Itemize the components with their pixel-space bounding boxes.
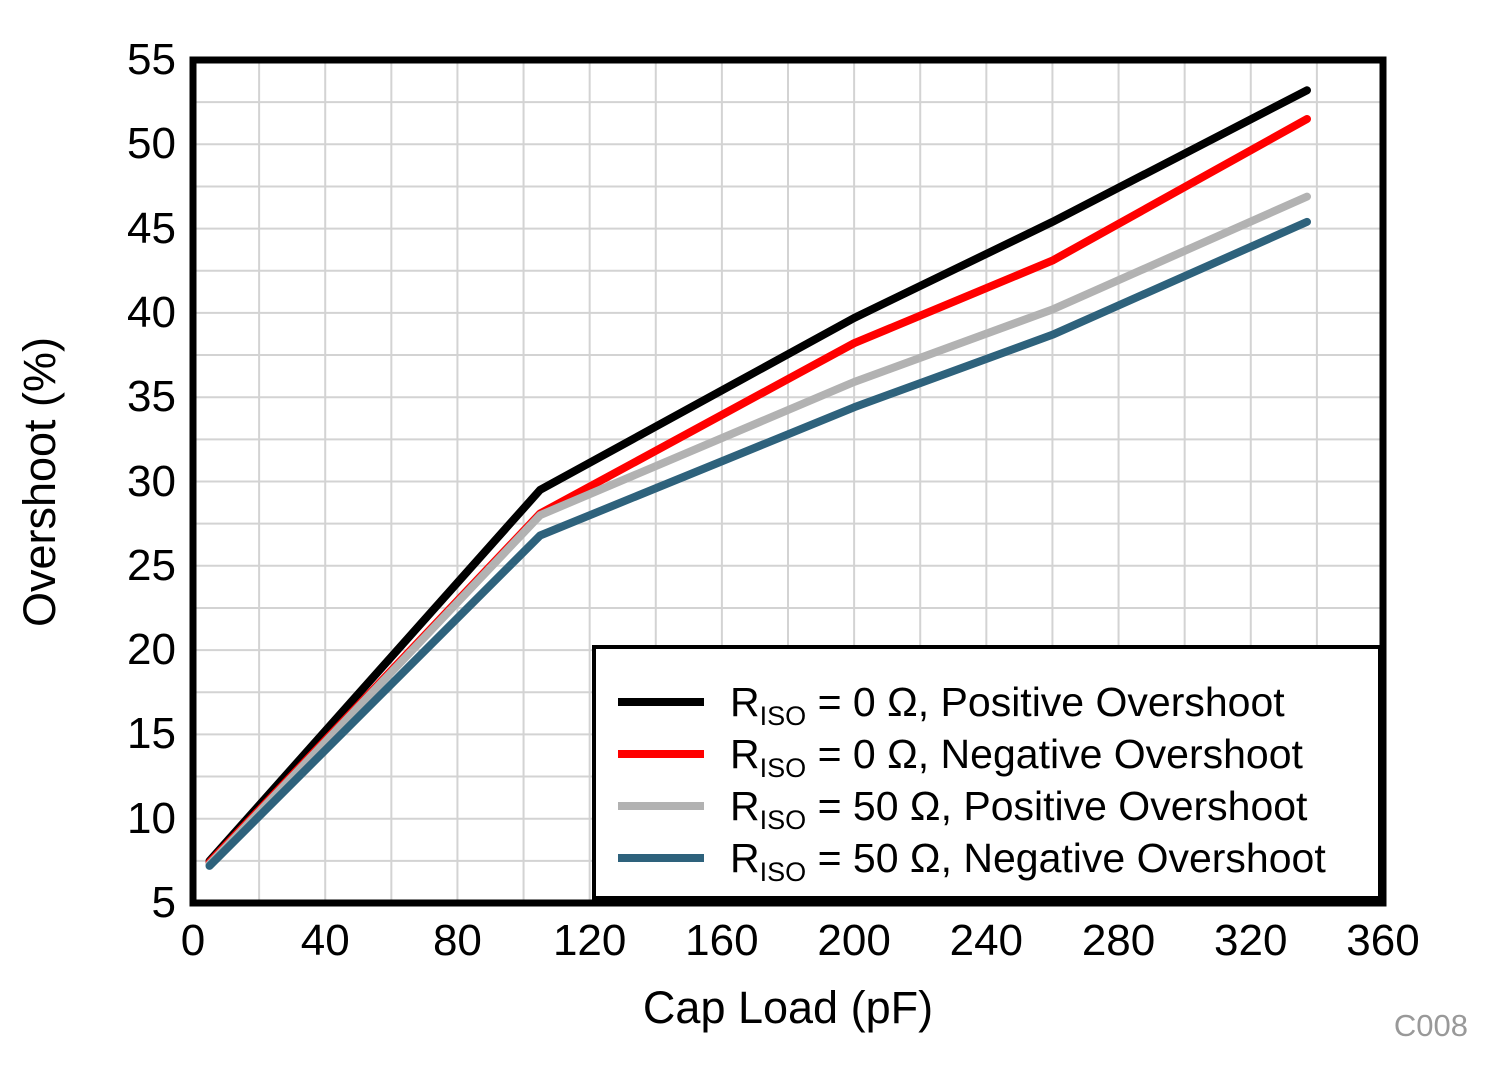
series-line-1 bbox=[205, 86, 1311, 865]
y-axis-title: Overshoot (%) bbox=[14, 336, 65, 628]
x-tick-label: 40 bbox=[300, 916, 350, 965]
figure-code-watermark: C008 bbox=[1393, 1008, 1468, 1043]
y-tick-label: 15 bbox=[127, 709, 176, 759]
x-tick-label: 360 bbox=[1346, 916, 1420, 965]
x-tick-label: 240 bbox=[949, 916, 1024, 965]
x-tick-label: 120 bbox=[552, 916, 627, 965]
x-tick-label: 200 bbox=[817, 916, 891, 965]
plot-border bbox=[189, 56, 1387, 907]
legend-row-3: RISO = 50 Ω, Positive Overshoot bbox=[618, 780, 1378, 835]
legend-label-subscript: ISO bbox=[759, 856, 807, 887]
legend-label: RISO = 0 Ω, Positive Overshoot bbox=[730, 678, 1285, 731]
y-tick-label: 30 bbox=[127, 456, 176, 506]
legend: RISO = 0 Ω, Positive Overshoot RISO = 0 Ω… bbox=[592, 645, 1382, 900]
legend-label-subscript: ISO bbox=[759, 700, 807, 731]
y-tick-label: 35 bbox=[127, 372, 176, 422]
legend-label-subscript: ISO bbox=[759, 804, 807, 835]
legend-row-4: RISO = 50 Ω, Negative Overshoot bbox=[618, 832, 1378, 887]
legend-line-sample bbox=[618, 698, 704, 706]
legend-line-sample bbox=[618, 854, 704, 862]
legend-label: RISO = 50 Ω, Negative Overshoot bbox=[730, 834, 1326, 887]
legend-label: RISO = 0 Ω, Negative Overshoot bbox=[730, 730, 1303, 783]
y-tick-label: 5 bbox=[151, 878, 176, 927]
legend-row-2: RISO = 0 Ω, Negative Overshoot bbox=[618, 728, 1378, 783]
y-axis-tick-labels: 5 10 15 20 25 30 35 40 45 50 55 bbox=[0, 0, 200, 1090]
legend-label: RISO = 50 Ω, Positive Overshoot bbox=[730, 782, 1308, 835]
x-tick-label: 280 bbox=[1081, 916, 1156, 965]
y-tick-label: 40 bbox=[127, 287, 176, 337]
series-line-4 bbox=[205, 217, 1311, 870]
series-line-3 bbox=[205, 192, 1311, 869]
y-tick-label: 50 bbox=[127, 119, 176, 169]
y-tick-label: 45 bbox=[127, 203, 176, 253]
legend-line-sample bbox=[618, 750, 704, 758]
x-tick-label: 80 bbox=[432, 916, 482, 965]
y-tick-label: 10 bbox=[127, 793, 176, 843]
legend-line-sample bbox=[618, 802, 704, 810]
x-tick-label: 0 bbox=[180, 916, 206, 965]
legend-label-subscript: ISO bbox=[759, 752, 807, 783]
legend-row-1: RISO = 0 Ω, Positive Overshoot bbox=[618, 676, 1378, 731]
y-tick-label: 55 bbox=[127, 35, 176, 84]
x-tick-label: 320 bbox=[1214, 916, 1288, 965]
y-tick-label: 20 bbox=[127, 625, 176, 675]
y-tick-label: 25 bbox=[127, 540, 176, 590]
x-tick-label: 160 bbox=[685, 916, 759, 965]
x-axis-title: Cap Load (pF) bbox=[642, 982, 934, 1033]
x-axis-tick-labels: 0 40 80 120 160 200 240 280 320 360 bbox=[0, 916, 1500, 968]
